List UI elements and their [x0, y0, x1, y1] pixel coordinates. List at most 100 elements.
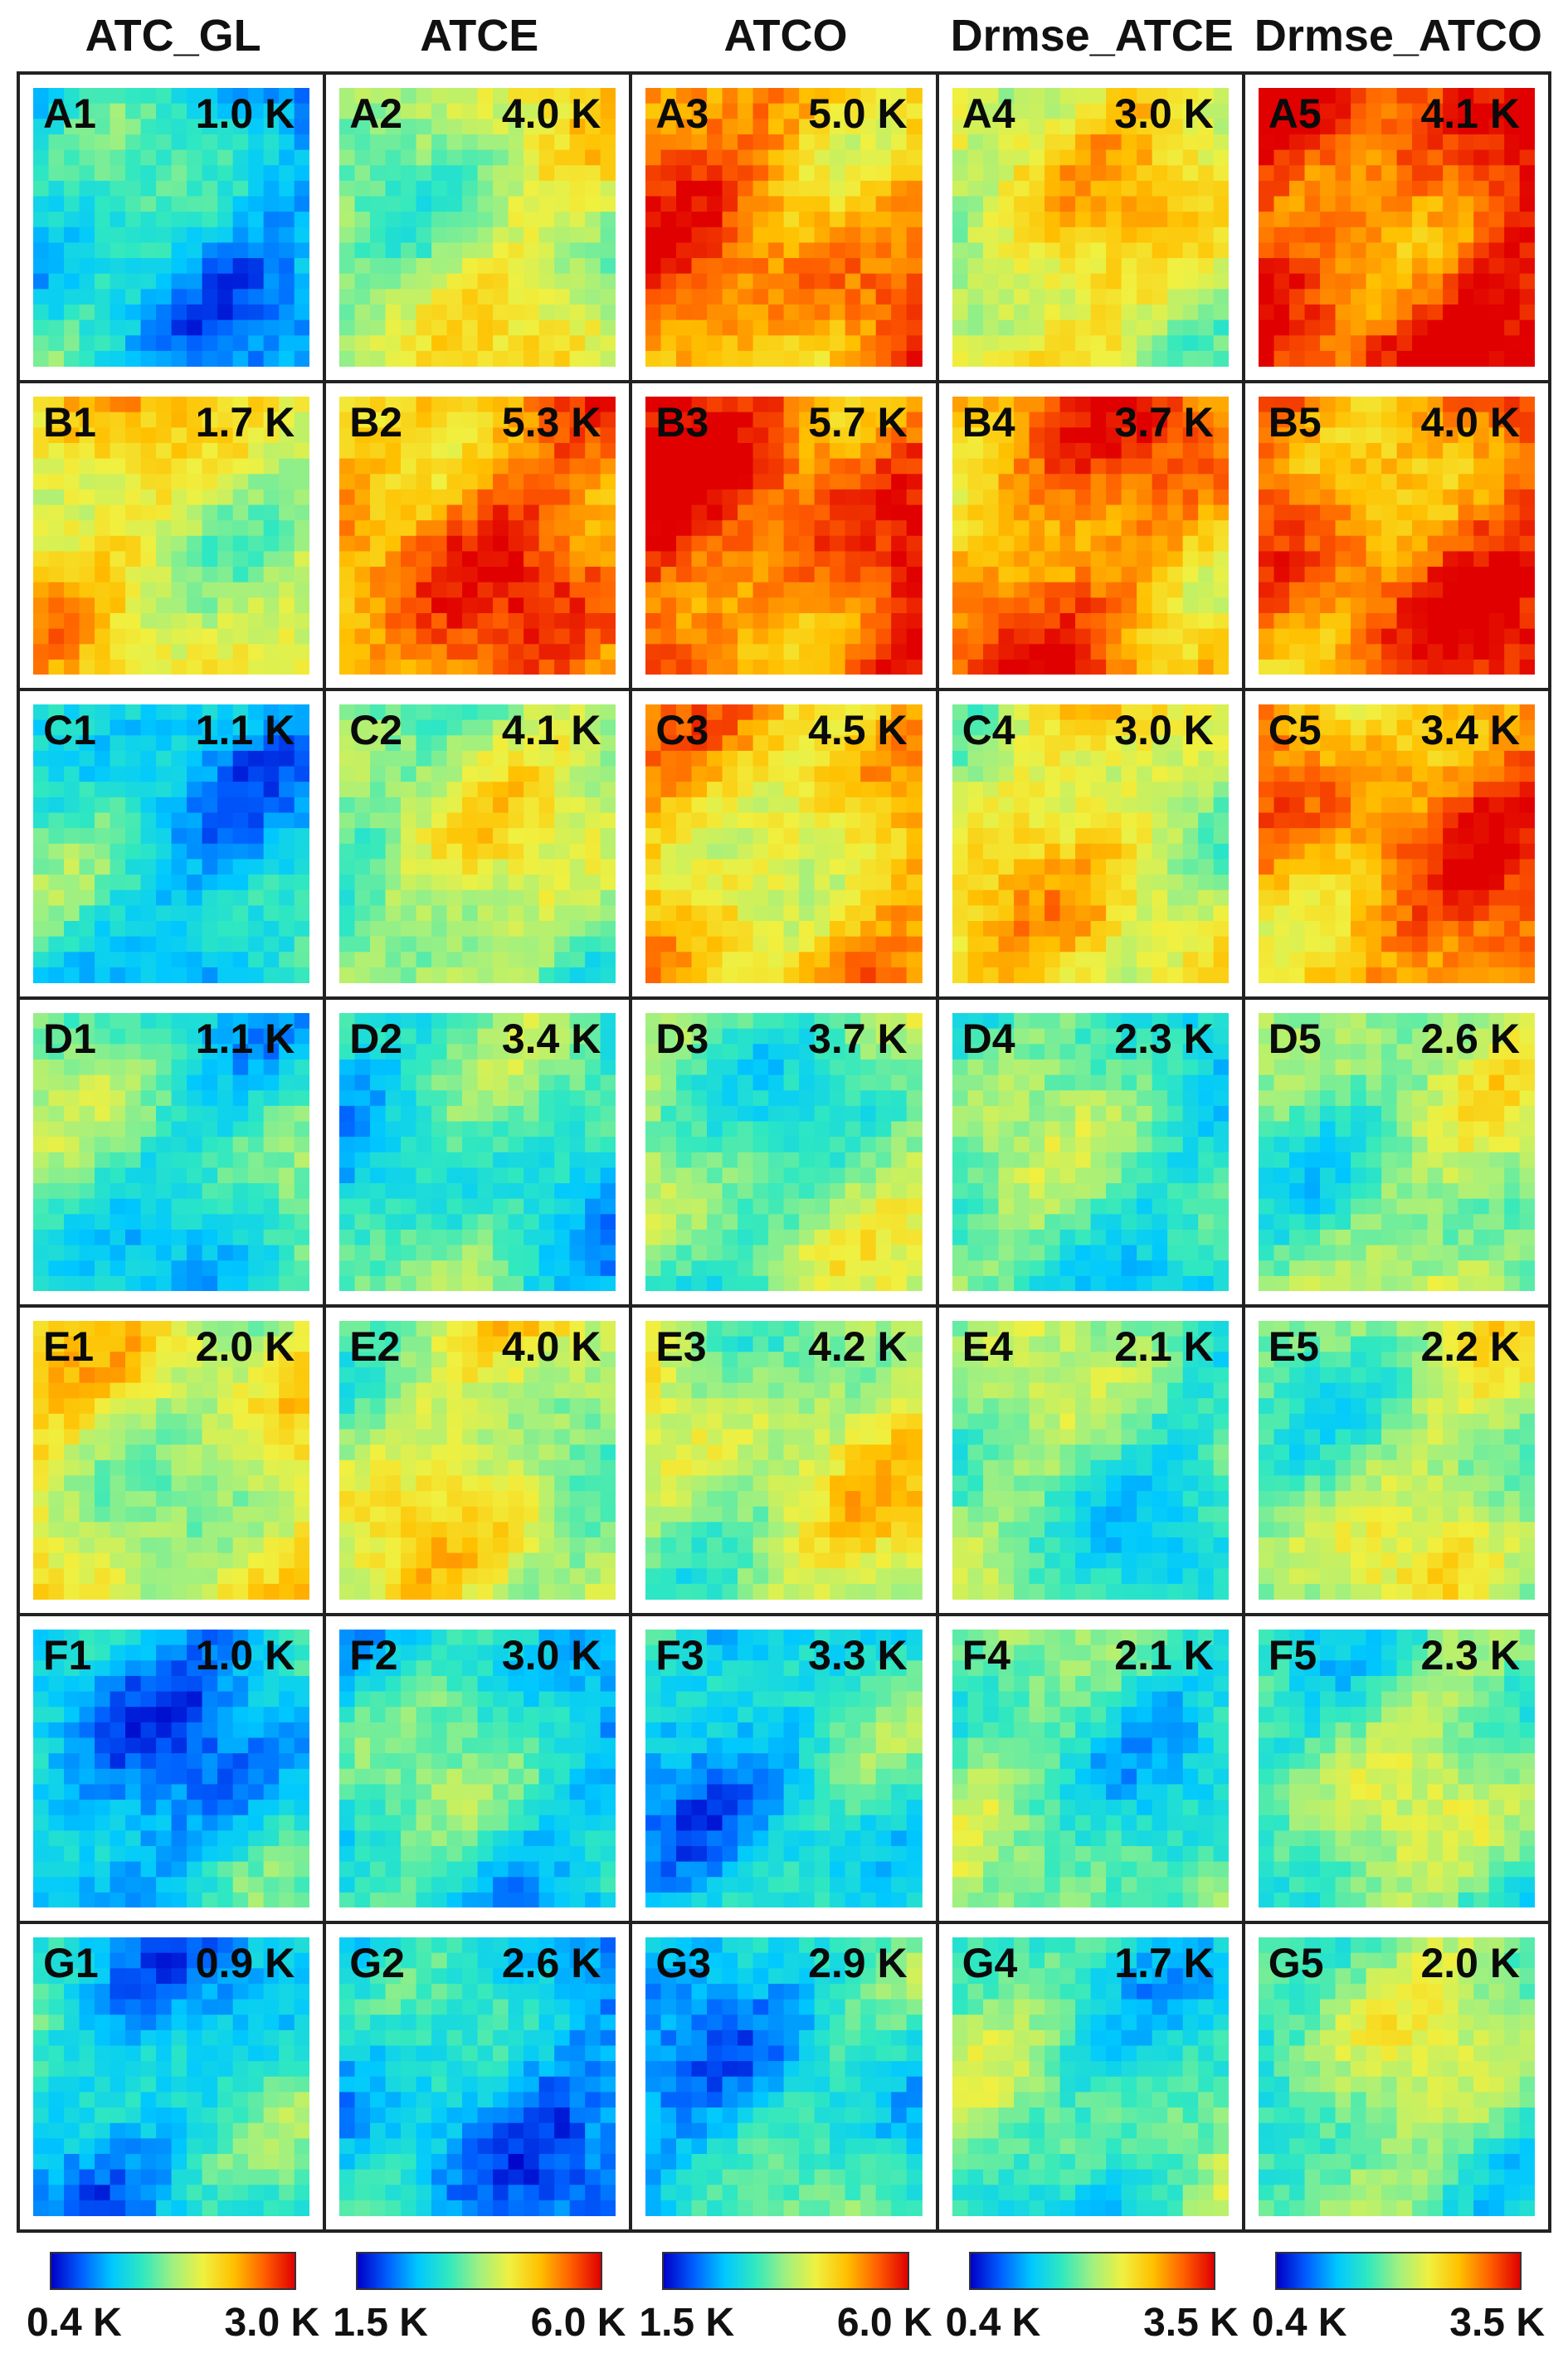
heatmap-cell: [860, 442, 877, 459]
heatmap-cell: [707, 242, 723, 259]
heatmap-cell: [385, 952, 402, 968]
heatmap-cell: [1366, 936, 1382, 953]
heatmap-cell: [952, 149, 968, 166]
heatmap-cell: [1411, 612, 1429, 629]
heatmap-cell: [1273, 504, 1290, 521]
heatmap-cell: [707, 828, 723, 845]
heatmap-cell: [1411, 643, 1429, 660]
heatmap-cell: [64, 504, 80, 521]
heatmap-cell: [401, 566, 417, 582]
heatmap-cell: [660, 812, 678, 829]
heatmap-cell: [171, 704, 187, 721]
heatmap-cell: [1350, 812, 1367, 829]
heatmap-cell: [645, 335, 662, 352]
heatmap-cell: [248, 134, 265, 151]
heatmap-cell: [248, 967, 265, 983]
heatmap-cell: [248, 889, 265, 907]
heatmap-cell: [1427, 628, 1444, 645]
heatmap-cell: [1396, 875, 1413, 891]
heatmap-cell: [263, 967, 280, 983]
heatmap-cell: [738, 473, 754, 490]
heatmap-cell: [1136, 766, 1152, 783]
heatmap-cell: [676, 751, 693, 767]
heatmap-cell: [125, 1012, 142, 1030]
heatmap-cell: [783, 751, 801, 767]
heatmap-cell: [64, 489, 80, 505]
heatmap-cell: [171, 335, 187, 352]
heatmap-cell: [217, 628, 234, 645]
heatmap-cell: [783, 88, 801, 105]
heatmap-cell: [998, 936, 1015, 953]
heatmap-cell: [385, 704, 402, 721]
heatmap-cell: [110, 843, 126, 860]
heatmap-cell: [431, 936, 448, 953]
heatmap-cell: [1319, 258, 1337, 275]
heatmap-cell: [845, 396, 862, 412]
heatmap-cell: [982, 504, 999, 521]
heatmap-cell: [952, 504, 968, 521]
heatmap-cell: [95, 304, 111, 321]
panel-c1: C1 1.1 K: [20, 691, 327, 1000]
heatmap-cell: [462, 566, 479, 582]
heatmap-cell: [508, 149, 524, 166]
heatmap-cell: [1503, 289, 1521, 305]
heatmap-cell: [1074, 103, 1091, 119]
heatmap-cell: [815, 273, 831, 290]
heatmap-cell: [370, 489, 387, 505]
heatmap-cell: [982, 473, 999, 490]
heatmap-cell: [1427, 659, 1444, 675]
heatmap-cell: [79, 582, 95, 598]
heatmap-cell: [691, 103, 709, 119]
heatmap-cell: [1458, 612, 1474, 629]
heatmap-cell: [799, 782, 816, 798]
heatmap-cell: [294, 304, 310, 321]
heatmap-cell: [1366, 582, 1382, 598]
heatmap-cell: [33, 273, 50, 290]
heatmap-cell: [752, 628, 770, 645]
heatmap-cell: [79, 921, 95, 938]
heatmap-cell: [1288, 258, 1305, 275]
heatmap-cell: [876, 952, 893, 968]
heatmap-cell: [554, 458, 571, 475]
heatmap-cell: [1411, 843, 1429, 860]
heatmap-cell: [110, 597, 126, 614]
heatmap-cell: [554, 859, 571, 875]
heatmap-cell: [156, 643, 173, 660]
heatmap-cell: [64, 258, 80, 275]
heatmap-cell: [554, 782, 571, 798]
heatmap-cell: [1013, 180, 1030, 197]
heatmap-cell: [1503, 227, 1521, 244]
heatmap-cell: [1304, 735, 1321, 752]
heatmap-cell: [538, 426, 556, 444]
heatmap-cell: [891, 643, 908, 660]
heatmap-cell: [431, 442, 448, 459]
heatmap-cell: [462, 659, 479, 675]
heatmap-cell: [263, 875, 280, 891]
heatmap-cell: [202, 812, 218, 829]
heatmap-cell: [569, 227, 587, 244]
heatmap-cell: [1519, 566, 1535, 582]
panel-rmse-value: 5.0 K: [808, 90, 908, 137]
heatmap-cell: [125, 319, 142, 336]
heatmap-cell: [1396, 458, 1413, 475]
heatmap-cell: [248, 426, 265, 444]
heatmap-cell: [339, 812, 356, 829]
heatmap-cell: [585, 828, 601, 845]
heatmap-cell: [431, 550, 448, 568]
heatmap-cell: [907, 643, 923, 660]
heatmap-cell: [845, 659, 862, 675]
heatmap-cell: [783, 766, 801, 783]
heatmap-cell: [294, 597, 310, 614]
heatmap-cell: [1488, 875, 1505, 891]
heatmap-cell: [79, 628, 95, 645]
heatmap-cell: [294, 149, 310, 166]
heatmap-cell: [279, 180, 295, 197]
heatmap-cell: [232, 519, 249, 537]
heatmap-cell: [339, 905, 356, 922]
heatmap-cell: [676, 149, 693, 166]
heatmap-cell: [538, 719, 556, 737]
heatmap-cell: [110, 1043, 126, 1060]
heatmap-cell: [187, 103, 203, 119]
heatmap-cell: [248, 119, 265, 135]
heatmap-cell: [1473, 936, 1490, 953]
